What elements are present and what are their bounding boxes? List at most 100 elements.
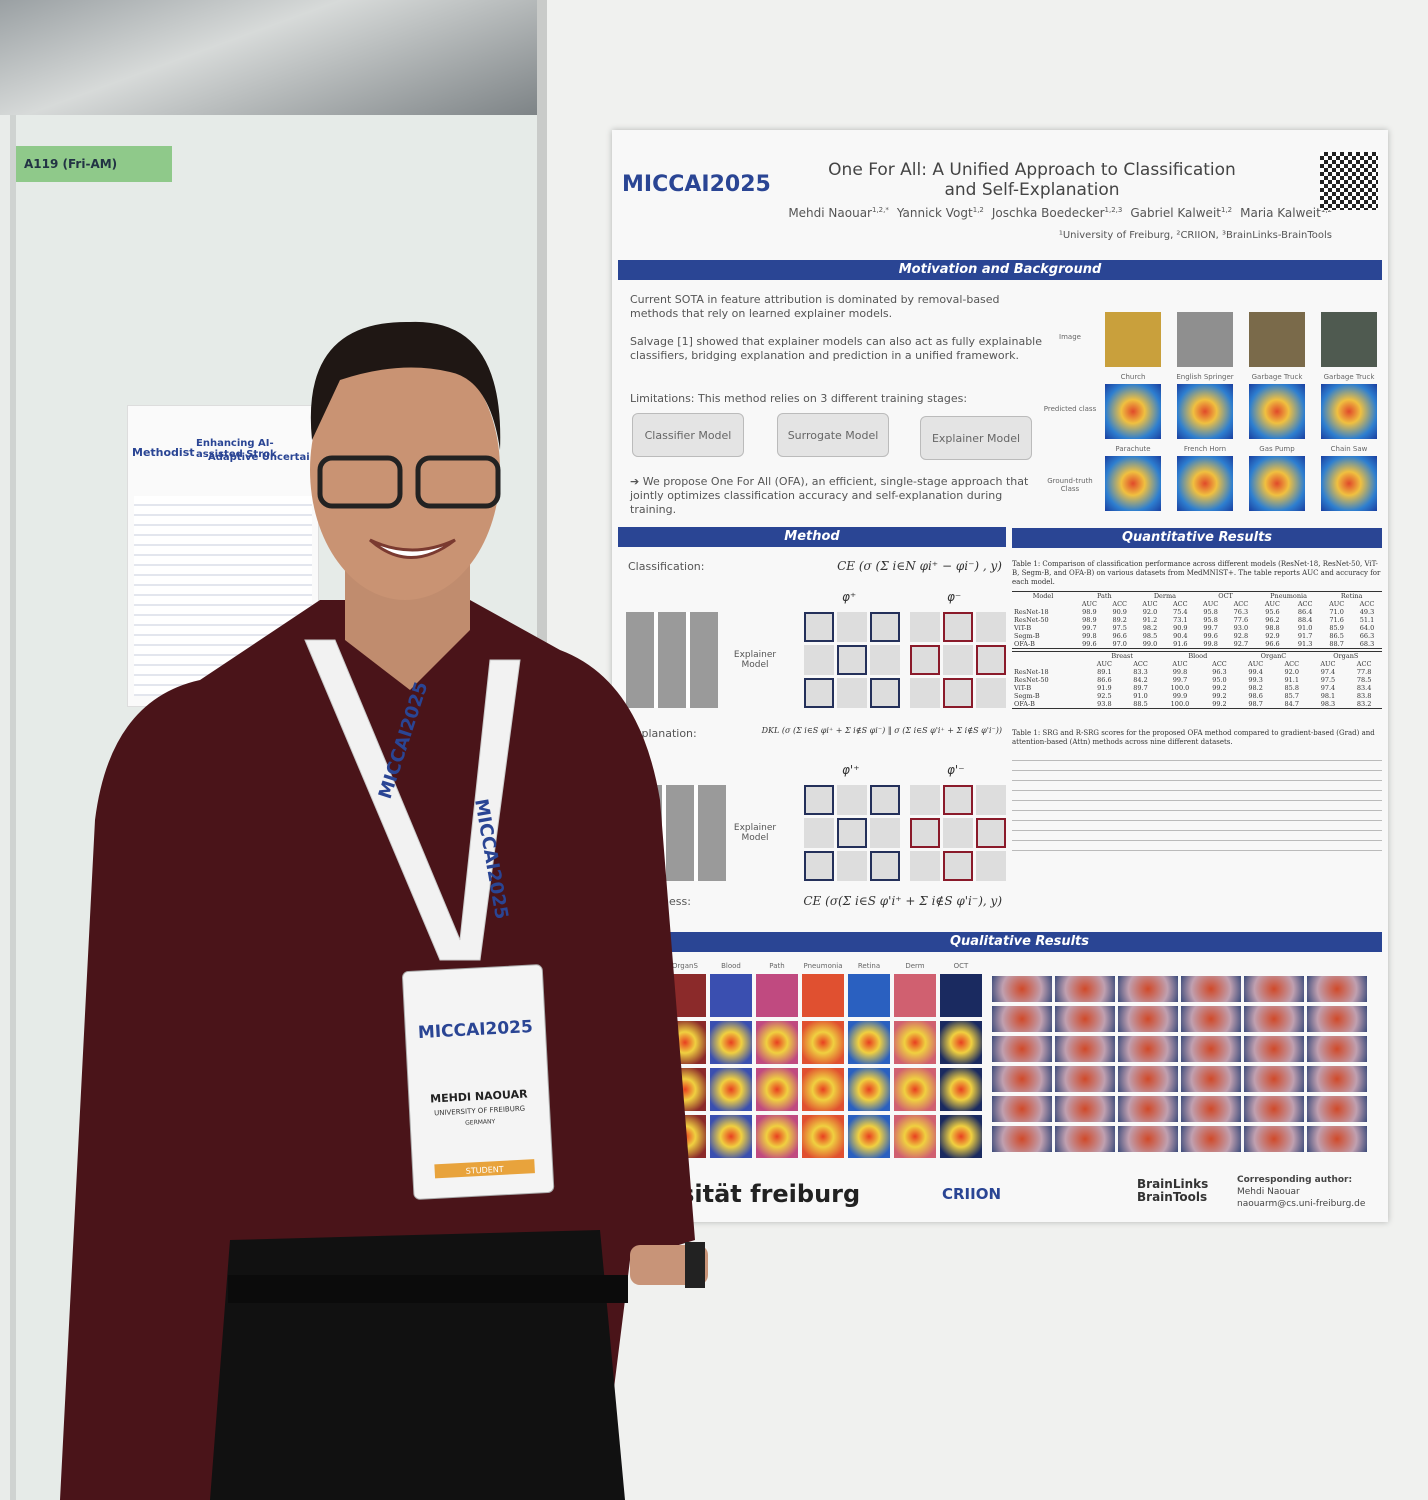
qualitative-image xyxy=(1307,1066,1367,1092)
table-cell: 99.0 xyxy=(1142,640,1158,648)
results-panel: Table 1: Comparison of classification pe… xyxy=(1012,560,1382,851)
row-label: Predicted class xyxy=(1043,405,1097,413)
thumbnail xyxy=(1105,384,1161,439)
table-cell: 85.7 xyxy=(1284,692,1300,700)
qualitative-image xyxy=(1244,1036,1304,1062)
qualitative-image xyxy=(992,1066,1052,1092)
table-cell: 91.6 xyxy=(1173,640,1188,648)
qualitative-image xyxy=(756,1068,798,1111)
metric-header: ACC xyxy=(1133,660,1148,668)
table-cell: 66.3 xyxy=(1359,632,1375,640)
table-cell: 100.0 xyxy=(1170,684,1190,692)
table-cell: 93.8 xyxy=(1097,700,1112,708)
table-cell: 83.2 xyxy=(1356,700,1372,708)
table-cell: 100.0 xyxy=(1170,700,1190,708)
mask-cell xyxy=(870,818,900,848)
table-cell: 95.8 xyxy=(1203,608,1218,616)
mask-cell xyxy=(837,818,867,848)
neighbor-title: Adaptive Uncertai xyxy=(208,452,310,463)
stage-box: Classifier Model xyxy=(632,413,744,457)
stage-box: Explainer Model xyxy=(920,416,1032,460)
thumbnail xyxy=(1177,384,1233,439)
qualitative-image xyxy=(1244,1096,1304,1122)
table-cell: 90.9 xyxy=(1112,608,1127,616)
column-label: OrganS xyxy=(672,962,698,970)
qualitative-image xyxy=(1307,1006,1367,1032)
table-cell: 95.6 xyxy=(1265,608,1280,616)
smile xyxy=(369,538,456,559)
mask-cell xyxy=(870,678,900,708)
neighbor-title: Enhancing AI-assisted Strok xyxy=(196,438,277,460)
mask-cell xyxy=(870,851,900,881)
results-table: Model Path Derma OCT Pneumonia Retina AUC ACC AU… xyxy=(1012,591,1382,649)
column-label: Derm xyxy=(905,962,925,970)
method-formula: DKL (σ (Σ i∈S φi⁺ + Σ i∉S φi⁻) ‖ σ (Σ i∈… xyxy=(761,726,1002,735)
contact: Corresponding author: Mehdi Naouar naoua… xyxy=(1237,1174,1365,1210)
mask-cell xyxy=(943,678,973,708)
qualitative-image xyxy=(1055,1126,1115,1152)
mask-cell xyxy=(976,818,1006,848)
method-formula: CE (σ (Σ i∈N φi⁺ − φi⁻) , y) xyxy=(837,559,1002,573)
metric-header: ACC xyxy=(1172,600,1188,608)
table-cell: 77.8 xyxy=(1356,668,1372,676)
qualitative-image xyxy=(894,1115,936,1158)
qualitative-image xyxy=(710,974,752,1017)
table-row: ViT-B 99.7 97.5 98.2 90.9 99.7 93.0 98.8 91.0 85.… xyxy=(1012,624,1382,632)
qualitative-image xyxy=(756,974,798,1017)
dataset-header: OrganC xyxy=(1260,652,1287,660)
qualitative-image xyxy=(710,1021,752,1064)
mask-cell xyxy=(976,678,1006,708)
table-cell: 91.3 xyxy=(1297,640,1313,648)
poster-logo: MICCAI2025 xyxy=(622,172,771,197)
hair xyxy=(310,321,501,450)
metric-header: ACC xyxy=(1212,660,1227,668)
table-cell: 90.9 xyxy=(1173,624,1188,632)
author-sup: 1,2 xyxy=(1220,206,1233,214)
class-label: Church xyxy=(1120,373,1146,381)
table-cell: 86.6 xyxy=(1097,676,1112,684)
face xyxy=(310,340,500,600)
dataset-header: Derma xyxy=(1153,592,1177,600)
metric-header: ACC xyxy=(1284,660,1300,668)
mask-cell xyxy=(943,818,973,848)
mask-cell xyxy=(910,645,940,675)
dataset-header: Blood xyxy=(1188,652,1208,660)
qualitative-image xyxy=(992,976,1052,1002)
authors: Mehdi Naouar1,2,* Yannick Vogt1,2 Joschka … xyxy=(722,206,1332,220)
metric-header: AUC xyxy=(1142,600,1158,608)
qualitative-image xyxy=(1307,1036,1367,1062)
explainer-box: Explainer Model xyxy=(733,823,777,843)
explainer-box: Explainer Model xyxy=(733,650,777,670)
table-cell: 91.7 xyxy=(1297,632,1313,640)
qualitative-image xyxy=(992,1036,1052,1062)
table-cell: 93.0 xyxy=(1233,624,1249,632)
table-cell: 77.6 xyxy=(1233,616,1249,624)
table-cell: 98.9 xyxy=(1082,608,1097,616)
mask-cell xyxy=(804,818,834,848)
mask-cell xyxy=(976,612,1006,642)
mask-cell xyxy=(837,645,867,675)
table-cell: 98.6 xyxy=(1248,692,1263,700)
table-cell: 84.2 xyxy=(1133,676,1148,684)
qualitative-image xyxy=(1244,1006,1304,1032)
qualitative-image xyxy=(1244,1066,1304,1092)
poster-title: One For All: A Unified Approach to Class… xyxy=(772,160,1292,200)
table-cell: 99.9 xyxy=(1172,692,1188,700)
table-cell: 92.0 xyxy=(1284,668,1300,676)
metric-header: AUC xyxy=(1329,600,1345,608)
mask-cell xyxy=(804,851,834,881)
table-cell: 88.7 xyxy=(1329,640,1344,648)
table-cell: 98.1 xyxy=(1320,692,1336,700)
dataset-header: Pneumonia xyxy=(1270,592,1307,600)
table-caption: Table 1: SRG and R-SRG scores for the pr… xyxy=(1012,729,1375,746)
qualitative-image xyxy=(1181,1126,1241,1152)
table-cell: 97.0 xyxy=(1112,640,1127,648)
mask-cell xyxy=(837,678,867,708)
metric-header: AUC xyxy=(1172,660,1188,668)
qualitative-image xyxy=(1118,1036,1178,1062)
qualitative-image xyxy=(1181,1096,1241,1122)
qualitative-image xyxy=(802,1115,844,1158)
table-cell: 89.1 xyxy=(1097,668,1112,676)
booth-label: A119 (Fri-AM) xyxy=(16,146,172,182)
table-cell: 99.7 xyxy=(1082,624,1097,632)
